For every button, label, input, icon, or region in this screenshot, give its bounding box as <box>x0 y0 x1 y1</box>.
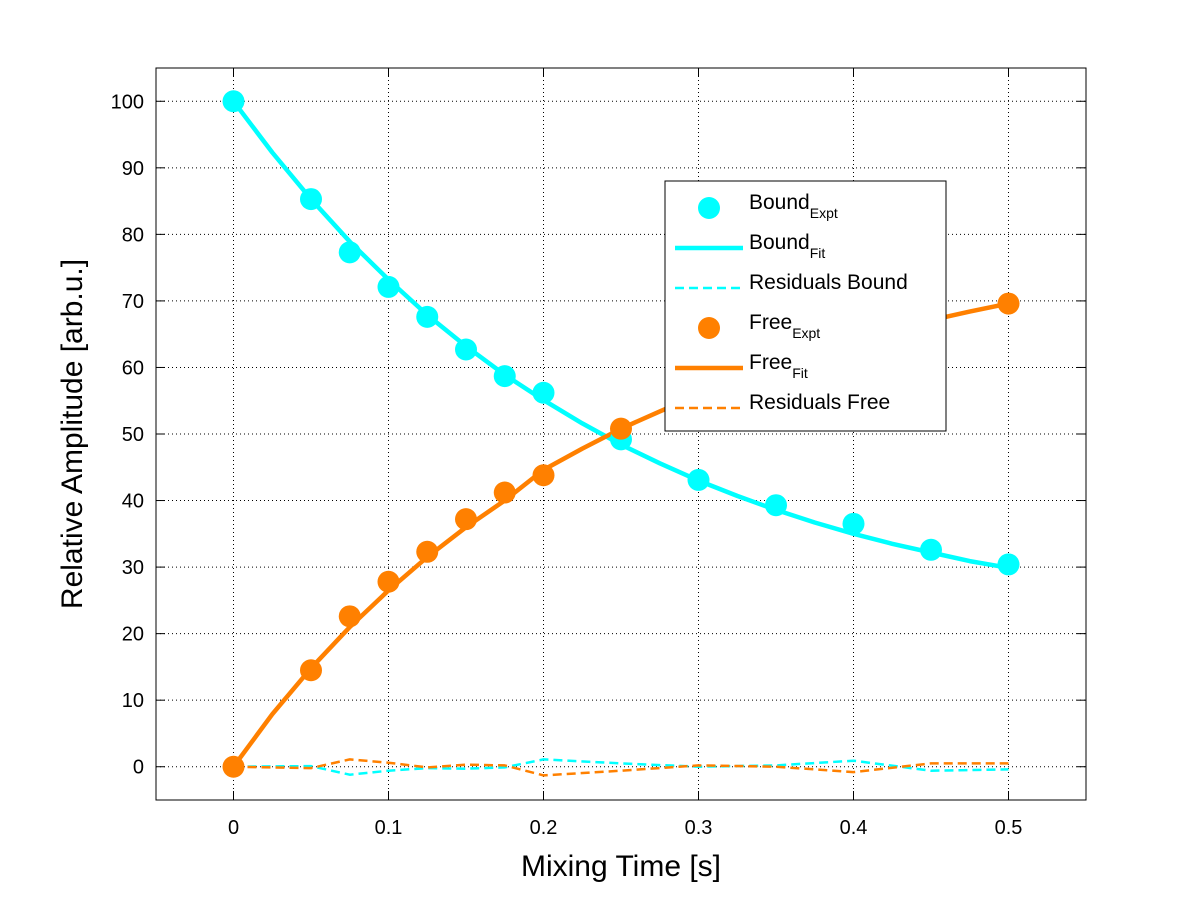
bound-expt-point <box>338 241 361 264</box>
bound-expt-point <box>377 275 400 298</box>
bound-expt-point <box>493 365 516 388</box>
legend-label-free-fit: FreeFit <box>749 351 808 381</box>
legend-box <box>664 180 947 432</box>
y-tick-label: 90 <box>122 158 144 180</box>
x-tick-label: 0.1 <box>375 817 403 839</box>
x-tick-label: 0 <box>228 817 239 839</box>
bound-expt-point <box>687 468 710 491</box>
free-expt-point <box>997 292 1020 315</box>
bound-expt-point <box>532 381 555 404</box>
legend-swatch-free-expt <box>698 317 720 339</box>
y-tick-label: 70 <box>122 291 144 313</box>
y-tick-label: 0 <box>133 757 144 779</box>
free-expt-point <box>532 464 555 487</box>
legend-label-bound-expt: BoundExpt <box>749 191 838 221</box>
free-expt-point <box>416 540 439 563</box>
y-tick-label: 60 <box>122 357 144 379</box>
residuals-bound-line <box>233 758 1009 776</box>
legend-label-free-expt: FreeExpt <box>749 311 820 341</box>
y-axis-label: Relative Amplitude [arb.u.] <box>56 259 89 609</box>
x-tick-label: 0.5 <box>995 817 1023 839</box>
bound-expt-point <box>842 512 865 535</box>
legend: BoundExpt BoundFit Residuals Bound FreeExpt… <box>664 180 947 432</box>
bound-expt-point <box>920 538 942 561</box>
legend-swatch-bound-expt <box>698 197 720 219</box>
y-tick-label: 100 <box>111 91 144 113</box>
grid <box>156 68 1086 800</box>
bound-expt-point <box>455 338 477 361</box>
bound-expt-point <box>300 188 322 211</box>
free-expt-point <box>493 481 516 504</box>
legend-label-residuals-free: Residuals Free <box>749 391 890 414</box>
free-expt-point <box>455 508 477 531</box>
ticks: 0 0.1 0.2 0.3 0.4 0.5 0 10 20 30 40 50 60 70 80 90 100 <box>111 68 1086 839</box>
y-tick-label: 20 <box>122 624 144 646</box>
y-tick-label: 40 <box>122 491 144 513</box>
bound-expt-point <box>997 553 1020 576</box>
x-tick-label: 0.2 <box>530 817 558 839</box>
bound-expt-point <box>416 305 439 328</box>
free-expt-point <box>222 755 245 778</box>
x-axis-label: Mixing Time [s] <box>521 850 721 883</box>
y-tick-label: 30 <box>122 557 144 579</box>
y-tick-label: 50 <box>122 424 144 446</box>
x-tick-label: 0.3 <box>685 817 713 839</box>
legend-label-bound-fit: BoundFit <box>749 231 825 261</box>
free-expt-point <box>377 570 400 593</box>
free-expt-point <box>338 605 361 628</box>
legend-label-residuals-bound: Residuals Bound <box>749 271 908 294</box>
series-layer <box>222 90 1020 778</box>
residuals-free-line <box>233 758 1009 777</box>
x-tick-label: 0.4 <box>840 817 868 839</box>
y-tick-label: 10 <box>122 690 144 712</box>
bound-expt-point <box>222 90 245 113</box>
free-expt-point <box>610 417 632 440</box>
y-tick-label: 80 <box>122 224 144 246</box>
bound-expt-point <box>765 494 787 517</box>
free-expt-point <box>300 659 322 682</box>
